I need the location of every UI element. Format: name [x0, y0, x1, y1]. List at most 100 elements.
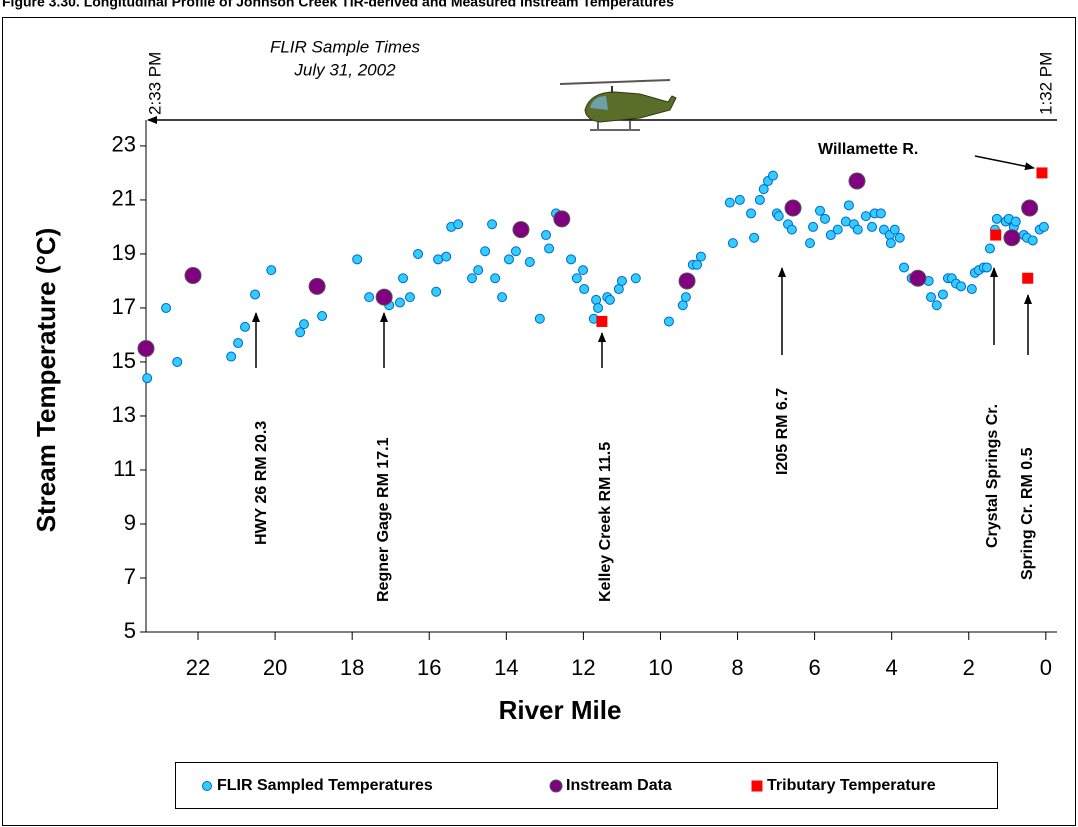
- point: [604, 294, 615, 305]
- note-date: July 31, 2002: [293, 60, 396, 79]
- point: [616, 275, 627, 286]
- point: [591, 294, 602, 305]
- point: [524, 257, 535, 268]
- point: [596, 315, 608, 327]
- point: [784, 199, 802, 217]
- note-title: FLIR Sample Times: [270, 37, 421, 56]
- point: [250, 289, 261, 300]
- helicopter: [559, 79, 677, 131]
- point: [815, 205, 826, 216]
- point: [889, 224, 900, 235]
- point: [848, 172, 866, 190]
- legend-marker: [549, 779, 563, 793]
- point: [579, 284, 590, 295]
- point: [749, 232, 760, 243]
- x-tick-label: 20: [263, 655, 287, 680]
- y-axis-title: Stream Temperature (°C): [31, 228, 61, 533]
- point: [364, 292, 375, 303]
- point: [767, 170, 778, 181]
- point: [172, 356, 183, 367]
- end-time: 1:32 PM: [1036, 52, 1055, 115]
- legend-label: Tributary Temperature: [767, 777, 936, 794]
- point: [754, 194, 765, 205]
- point: [233, 338, 244, 349]
- point: [808, 221, 819, 232]
- point: [593, 302, 604, 313]
- point: [786, 224, 797, 235]
- y-tick-label: 9: [124, 510, 136, 535]
- point: [820, 213, 831, 224]
- point: [734, 194, 745, 205]
- point: [966, 284, 977, 295]
- point: [1021, 199, 1039, 217]
- point: [137, 339, 155, 357]
- point: [1038, 221, 1049, 232]
- start-time: 2:33 PM: [145, 52, 164, 115]
- annotation-arrow: [974, 155, 1035, 171]
- point: [510, 246, 521, 257]
- y-tick-label: 23: [112, 132, 136, 157]
- point: [825, 230, 836, 241]
- legend-marker: [751, 780, 763, 792]
- point: [240, 321, 251, 332]
- point: [553, 210, 571, 228]
- point: [692, 259, 703, 270]
- point: [724, 197, 735, 208]
- point: [512, 221, 530, 239]
- y-tick-label: 11: [113, 456, 136, 481]
- point: [534, 313, 545, 324]
- point: [480, 246, 491, 257]
- x-tick-label: 22: [186, 655, 210, 680]
- point: [266, 265, 277, 276]
- point: [497, 292, 508, 303]
- point: [566, 254, 577, 265]
- point: [981, 262, 992, 273]
- x-tick-label: 14: [494, 655, 518, 680]
- point: [758, 184, 769, 195]
- point: [352, 254, 363, 265]
- y-tick-label: 7: [124, 564, 136, 589]
- annotation: HWY 26 RM 20.3: [253, 421, 270, 545]
- x-tick-label: 12: [571, 655, 595, 680]
- point: [991, 213, 1002, 224]
- point: [541, 230, 552, 241]
- y-tick-label: 17: [112, 294, 136, 319]
- x-tick-label: 0: [1040, 655, 1052, 680]
- point: [867, 221, 878, 232]
- legend-label: Instream Data: [566, 777, 672, 794]
- point: [1027, 235, 1038, 246]
- point: [467, 273, 478, 284]
- point: [990, 229, 1002, 241]
- point: [875, 208, 886, 219]
- point: [571, 273, 582, 284]
- point: [1036, 167, 1048, 179]
- y-tick-label: 13: [112, 402, 136, 427]
- x-tick-label: 8: [731, 655, 743, 680]
- point: [956, 281, 967, 292]
- legend-label: FLIR Sampled Temperatures: [217, 777, 433, 794]
- point: [984, 243, 995, 254]
- point: [490, 273, 501, 284]
- x-tick-label: 2: [963, 655, 975, 680]
- point: [695, 251, 706, 262]
- point: [630, 273, 641, 284]
- point: [885, 238, 896, 249]
- point: [909, 269, 927, 287]
- y-tick-label: 15: [112, 348, 136, 373]
- point: [899, 262, 910, 273]
- annotations: HWY 26 RM 20.3 Regner Gage RM 17.1 Kelle…: [252, 141, 1036, 602]
- point: [727, 238, 738, 249]
- point: [413, 248, 424, 259]
- point: [852, 224, 863, 235]
- point: [487, 219, 498, 230]
- point: [832, 224, 843, 235]
- point: [441, 251, 452, 262]
- point: [226, 351, 237, 362]
- point: [398, 273, 409, 284]
- legend: [175, 762, 998, 809]
- point: [404, 292, 415, 303]
- point: [937, 289, 948, 300]
